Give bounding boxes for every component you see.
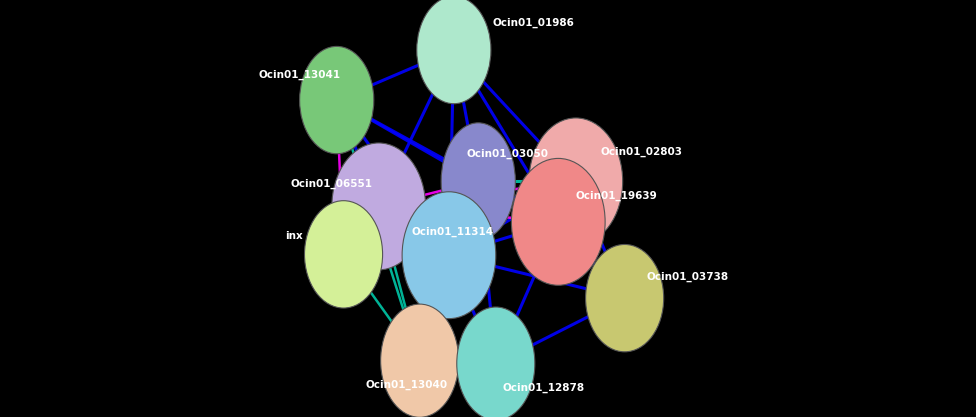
Ellipse shape [332, 143, 426, 270]
Text: Ocin01_01986: Ocin01_01986 [493, 18, 575, 28]
Text: Ocin01_13040: Ocin01_13040 [366, 379, 448, 389]
Ellipse shape [586, 244, 664, 352]
Ellipse shape [381, 304, 459, 417]
Text: Ocin01_13041: Ocin01_13041 [259, 70, 341, 80]
Text: Ocin01_12878: Ocin01_12878 [503, 383, 585, 393]
Text: Ocin01_06551: Ocin01_06551 [291, 179, 373, 189]
Text: inx: inx [285, 231, 303, 241]
Ellipse shape [457, 307, 535, 417]
Ellipse shape [417, 0, 491, 104]
Ellipse shape [441, 123, 515, 240]
Text: Ocin01_11314: Ocin01_11314 [412, 226, 494, 236]
Text: Ocin01_02803: Ocin01_02803 [600, 147, 682, 157]
Ellipse shape [305, 201, 383, 308]
Text: Ocin01_03738: Ocin01_03738 [646, 272, 728, 282]
Ellipse shape [529, 118, 623, 245]
Text: Ocin01_03050: Ocin01_03050 [467, 149, 549, 159]
Ellipse shape [300, 46, 374, 154]
Ellipse shape [511, 158, 605, 285]
Ellipse shape [402, 192, 496, 319]
Text: Ocin01_19639: Ocin01_19639 [576, 191, 658, 201]
